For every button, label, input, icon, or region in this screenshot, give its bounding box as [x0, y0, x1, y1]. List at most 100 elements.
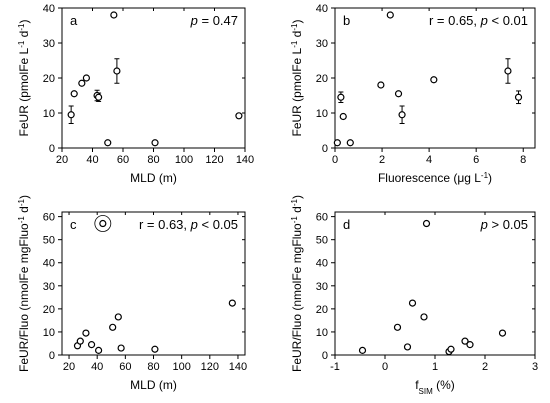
x-tick-label: -1 — [330, 361, 340, 373]
x-tick-label: 100 — [172, 361, 190, 373]
x-tick-label: 140 — [236, 154, 254, 166]
data-point — [228, 299, 236, 307]
x-tick-label: 2 — [379, 154, 385, 166]
x-tick-label: 0 — [332, 154, 338, 166]
y-axis-label: FeUR/Fluo (nmolFe mgFluo-1 d-1) — [290, 195, 305, 372]
x-tick-label: 80 — [147, 361, 159, 373]
data-point — [151, 345, 159, 353]
y-tick-label: 50 — [316, 235, 328, 247]
data-point — [408, 299, 417, 307]
data-point — [466, 341, 474, 349]
y-tick-label: 10 — [43, 108, 55, 120]
y-tick-label: 40 — [43, 258, 55, 270]
stats-annotation: r = 0.63, p < 0.05 — [139, 217, 238, 232]
data-point — [67, 111, 75, 119]
x-tick-label: 4 — [426, 154, 432, 166]
data-point — [82, 329, 90, 337]
x-tick-label: 3 — [532, 361, 538, 373]
panel-b: 0 2 4 6 8 0 10 20 30 40 Fluorescence (μg L-1) FeUR … — [290, 3, 536, 185]
data-point — [114, 313, 122, 321]
y-tick-label: 0 — [322, 143, 328, 155]
x-tick-label: 60 — [119, 361, 131, 373]
panel-letter: a — [70, 13, 78, 28]
data-point — [403, 343, 412, 351]
data-point — [393, 323, 402, 331]
y-axis-label: FeUR/Fluo (nmolFe mgFluo-1 d-1) — [17, 195, 32, 372]
x-tick-label: 140 — [229, 361, 247, 373]
data-point — [104, 139, 112, 147]
y-tick-label: 60 — [43, 212, 55, 224]
data-point — [377, 81, 385, 89]
stats-annotation: p > 0.05 — [480, 217, 528, 232]
data-point — [394, 90, 403, 98]
data-point — [422, 219, 431, 228]
x-tick-label: 2 — [482, 361, 488, 373]
x-tick-label: 120 — [201, 361, 219, 373]
data-point — [94, 93, 103, 101]
stats-annotation: r = 0.65, p < 0.01 — [429, 13, 528, 28]
y-tick-label: 30 — [316, 38, 328, 50]
panel-letter: c — [70, 217, 77, 232]
y-tick-label: 0 — [49, 350, 55, 362]
x-tick-label: 0 — [382, 361, 388, 373]
data-point — [333, 139, 341, 147]
y-tick-label: 30 — [316, 281, 328, 293]
data-point — [514, 93, 523, 101]
x-tick-label: 40 — [86, 154, 98, 166]
y-tick-label: 20 — [316, 304, 328, 316]
x-tick-label: 20 — [63, 361, 75, 373]
data-point — [151, 139, 159, 147]
x-tick-label: 80 — [147, 154, 159, 166]
data-point — [461, 337, 469, 345]
x-tick-label: 60 — [117, 154, 129, 166]
y-tick-label: 20 — [316, 73, 328, 85]
y-tick-label: 10 — [316, 108, 328, 120]
data-point — [420, 313, 428, 321]
x-axis-label: fSIM (%) — [415, 378, 455, 396]
x-axis-label: MLD (m) — [130, 171, 177, 185]
y-axis-label: FeUR (pmolFe L-1 d-1) — [290, 20, 305, 137]
y-tick-label: 40 — [316, 3, 328, 15]
x-tick-label: 6 — [473, 154, 479, 166]
data-point — [99, 219, 107, 228]
data-point — [346, 139, 354, 147]
x-tick-label: 40 — [91, 361, 103, 373]
data-point — [117, 344, 125, 352]
data-point — [337, 93, 345, 101]
y-tick-label: 10 — [316, 327, 328, 339]
panel-c: 20 40 60 80 100 120 140 0 10 20 30 40 50 60 MLD (m) FeU… — [17, 195, 248, 392]
data-point — [447, 345, 455, 353]
y-tick-label: 40 — [316, 258, 328, 270]
x-tick-label: 1 — [432, 361, 438, 373]
x-tick-label: 100 — [175, 154, 193, 166]
y-tick-label: 40 — [43, 3, 55, 15]
data-point — [110, 11, 118, 19]
x-tick-label: 8 — [520, 154, 526, 166]
data-point — [94, 346, 103, 354]
data-point — [113, 67, 121, 75]
data-point — [504, 67, 512, 75]
y-tick-label: 20 — [43, 73, 55, 85]
x-axis-label: MLD (m) — [130, 378, 177, 392]
data-point — [398, 111, 406, 119]
panel-letter: b — [343, 13, 350, 28]
y-tick-label: 0 — [322, 350, 328, 362]
y-tick-label: 50 — [43, 235, 55, 247]
data-point — [109, 323, 117, 331]
panel-letter: d — [343, 217, 350, 232]
data-point — [498, 329, 507, 337]
highlight-ring — [94, 215, 112, 232]
y-tick-label: 20 — [43, 304, 55, 316]
data-point — [82, 74, 91, 82]
y-tick-label: 10 — [43, 327, 55, 339]
stats-annotation: p = 0.47 — [190, 13, 238, 28]
y-tick-label: 30 — [43, 281, 55, 293]
data-point — [76, 337, 84, 345]
y-tick-label: 0 — [49, 143, 55, 155]
x-tick-label: 20 — [56, 154, 68, 166]
y-tick-label: 30 — [43, 38, 55, 50]
x-axis-label: Fluorescence (μg L-1) — [378, 171, 492, 186]
data-point — [235, 112, 243, 120]
